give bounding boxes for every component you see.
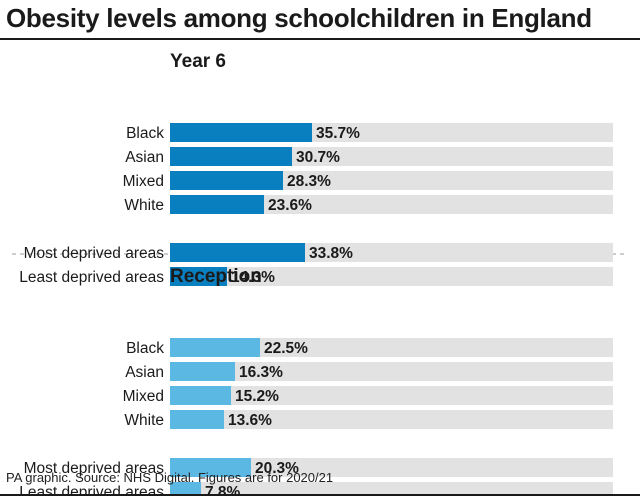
reception-black-track bbox=[170, 338, 613, 357]
year6-white-bar bbox=[170, 195, 264, 214]
reception-asian-category-label: Asian bbox=[125, 364, 164, 381]
reception-white-value-label: 13.6% bbox=[228, 412, 272, 429]
reception-mixed-value-label: 15.2% bbox=[235, 388, 279, 405]
reception-most-deprived-areas-value-label: 20.3% bbox=[255, 460, 299, 477]
year6-black-category-label: Black bbox=[126, 125, 164, 142]
reception-least-deprived-areas-value-label: 7.8% bbox=[205, 484, 241, 496]
year6-mixed-bar bbox=[170, 171, 283, 190]
year6-white-category-label: White bbox=[124, 197, 164, 214]
year6-most-deprived-areas-bar bbox=[170, 243, 305, 262]
reception-white-category-label: White bbox=[124, 412, 164, 429]
reception-least-deprived-areas-bar bbox=[170, 482, 201, 496]
year6-most-deprived-areas-category-label: Most deprived areas bbox=[24, 245, 165, 262]
bottom-rule bbox=[0, 494, 640, 496]
year6-mixed-value-label: 28.3% bbox=[287, 173, 331, 190]
reception-black-value-label: 22.5% bbox=[264, 340, 308, 357]
reception-white-track bbox=[170, 410, 613, 429]
reception-mixed-category-label: Mixed bbox=[123, 388, 164, 405]
reception-mixed-track bbox=[170, 386, 613, 405]
year6-least-deprived-areas-value-label: 14.3% bbox=[231, 269, 275, 286]
chart-title: Obesity levels among schoolchildren in E… bbox=[6, 3, 592, 33]
year6-most-deprived-areas-value-label: 33.8% bbox=[309, 245, 353, 262]
reception-white-bar bbox=[170, 410, 224, 429]
year6-black-bar bbox=[170, 123, 312, 142]
year6-white-value-label: 23.6% bbox=[268, 197, 312, 214]
reception-asian-track bbox=[170, 362, 613, 381]
year6-asian-value-label: 30.7% bbox=[296, 149, 340, 166]
reception-asian-value-label: 16.3% bbox=[239, 364, 283, 381]
year6-asian-bar bbox=[170, 147, 292, 166]
reception-black-category-label: Black bbox=[126, 340, 164, 357]
reception-most-deprived-areas-track bbox=[170, 458, 613, 477]
reception-mixed-bar bbox=[170, 386, 231, 405]
reception-asian-bar bbox=[170, 362, 235, 381]
year6-panel-title: Year 6 bbox=[170, 51, 226, 72]
reception-most-deprived-areas-bar bbox=[170, 458, 251, 477]
source-note: PA graphic. Source: NHS Digital. Figures… bbox=[6, 470, 334, 485]
year6-asian-category-label: Asian bbox=[125, 149, 164, 166]
reception-least-deprived-areas-track bbox=[170, 482, 613, 496]
year6-mixed-category-label: Mixed bbox=[123, 173, 164, 190]
reception-least-deprived-areas-category-label: Least deprived areas bbox=[19, 484, 164, 496]
year6-least-deprived-areas-bar bbox=[170, 267, 227, 286]
year6-black-value-label: 35.7% bbox=[316, 125, 360, 142]
year6-least-deprived-areas-category-label: Least deprived areas bbox=[19, 269, 164, 286]
year6-least-deprived-areas-track bbox=[170, 267, 613, 286]
year6-white-track bbox=[170, 195, 613, 214]
reception-panel-title: Reception bbox=[170, 266, 262, 287]
reception-black-bar bbox=[170, 338, 260, 357]
title-rule bbox=[0, 38, 640, 40]
reception-most-deprived-areas-category-label: Most deprived areas bbox=[24, 460, 165, 477]
